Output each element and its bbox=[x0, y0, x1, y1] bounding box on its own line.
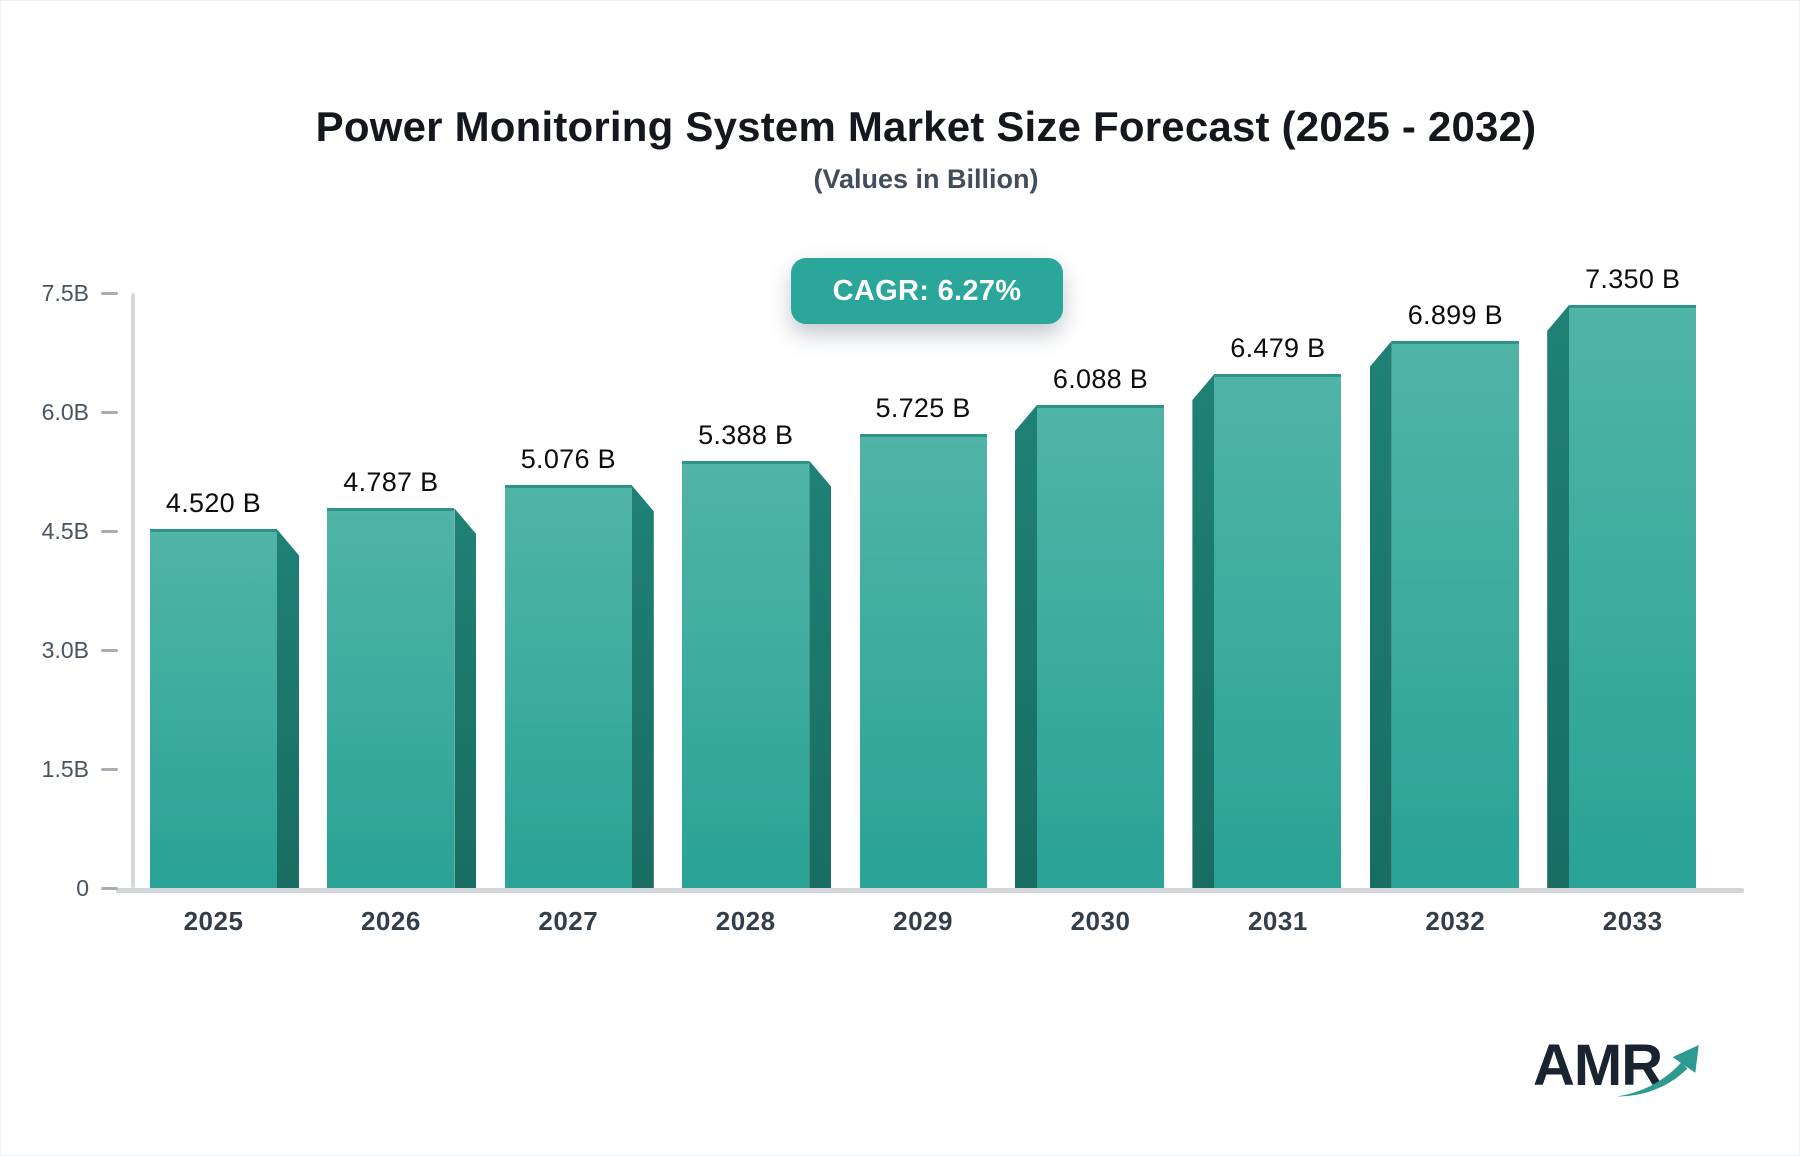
y-axis-line bbox=[131, 293, 135, 888]
bar-value-label-2033: 7.350 B bbox=[1585, 263, 1681, 294]
x-axis-label-2030: 2030 bbox=[1070, 906, 1131, 936]
y-tick-label-4.5B: 4.5B bbox=[41, 518, 89, 544]
chart-subtitle: (Values in Billion) bbox=[813, 164, 1039, 194]
x-axis-line bbox=[116, 888, 1744, 893]
plot-area: 0 1.5B 3.0B 4.5B 6.0B 7.5B 4.520 B 2025 4.787 B 2… bbox=[42, 264, 1755, 936]
bar-side-2026 bbox=[454, 508, 477, 888]
bar-2028 bbox=[682, 460, 810, 888]
bar-side-2025 bbox=[277, 529, 299, 888]
bar-2032 bbox=[1391, 340, 1519, 888]
bar-side-2027 bbox=[631, 485, 654, 888]
x-axis-label-2032: 2032 bbox=[1425, 906, 1486, 936]
bar-value-label-2032: 6.899 B bbox=[1407, 299, 1503, 330]
bar-side-2031 bbox=[1192, 374, 1215, 888]
x-axis-label-2033: 2033 bbox=[1602, 906, 1663, 936]
bar-2026 bbox=[327, 508, 455, 888]
x-axis-label-2027: 2027 bbox=[538, 906, 599, 936]
bar-value-label-2030: 6.088 B bbox=[1052, 364, 1149, 395]
bar-value-label-2028: 5.388 B bbox=[698, 419, 794, 450]
bar-2025 bbox=[150, 529, 277, 888]
x-axis-label-2028: 2028 bbox=[715, 906, 776, 936]
y-tick-mark bbox=[101, 886, 118, 890]
y-tick-mark bbox=[101, 410, 118, 414]
growth-arrow-icon bbox=[1616, 1044, 1699, 1097]
y-tick-label-6.0B: 6.0B bbox=[41, 399, 89, 425]
bar-value-label-2027: 5.076 B bbox=[520, 444, 616, 475]
bar-value-label-2026: 4.787 B bbox=[343, 467, 439, 498]
y-tick-label-0: 0 bbox=[76, 875, 89, 901]
y-tick-mark bbox=[101, 648, 118, 652]
y-tick-mark bbox=[101, 291, 118, 295]
chart-header: Power Monitoring System Market Size Fore… bbox=[51, 103, 1799, 195]
amr-logo: AMR bbox=[1533, 1035, 1733, 1115]
chart-title: Power Monitoring System Market Size Fore… bbox=[315, 103, 1537, 150]
y-tick-label-1.5B: 1.5B bbox=[41, 756, 89, 782]
y-tick-mark bbox=[101, 767, 118, 771]
bar-side-2030 bbox=[1015, 405, 1037, 888]
bar-2030 bbox=[1037, 405, 1164, 888]
y-tick-label-3.0B: 3.0B bbox=[41, 637, 89, 663]
bar-side-2028 bbox=[809, 460, 832, 888]
bar-2031 bbox=[1214, 374, 1342, 888]
bar-2027 bbox=[504, 485, 632, 888]
bar-value-label-2025: 4.520 B bbox=[165, 488, 262, 519]
x-axis-label-2029: 2029 bbox=[893, 906, 954, 936]
y-tick-label-7.5B: 7.5B bbox=[41, 280, 89, 306]
x-axis-label-2026: 2026 bbox=[360, 906, 421, 936]
x-axis-label-2025: 2025 bbox=[183, 906, 244, 936]
x-axis-label-2031: 2031 bbox=[1247, 906, 1308, 936]
amr-logo-text: AMR bbox=[1533, 1033, 1663, 1098]
bar-side-2032 bbox=[1369, 340, 1392, 888]
bar-2033 bbox=[1569, 304, 1697, 888]
bar-value-label-2029: 5.725 B bbox=[875, 392, 971, 423]
bar-value-label-2031: 6.479 B bbox=[1230, 333, 1326, 363]
cagr-badge: CAGR: 6.27% bbox=[791, 258, 1063, 324]
bar-side-2033 bbox=[1547, 304, 1570, 888]
bar-2029 bbox=[859, 433, 987, 888]
y-tick-mark bbox=[101, 529, 118, 533]
